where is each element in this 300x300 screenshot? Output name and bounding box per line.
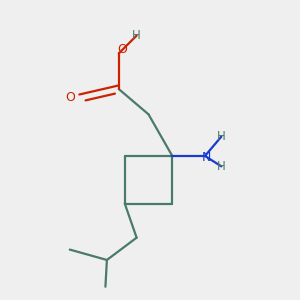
Text: H: H xyxy=(217,160,226,173)
Text: O: O xyxy=(117,43,127,56)
Text: H: H xyxy=(217,130,226,143)
Text: N: N xyxy=(202,151,211,164)
Text: O: O xyxy=(66,92,76,104)
Text: H: H xyxy=(132,29,141,42)
